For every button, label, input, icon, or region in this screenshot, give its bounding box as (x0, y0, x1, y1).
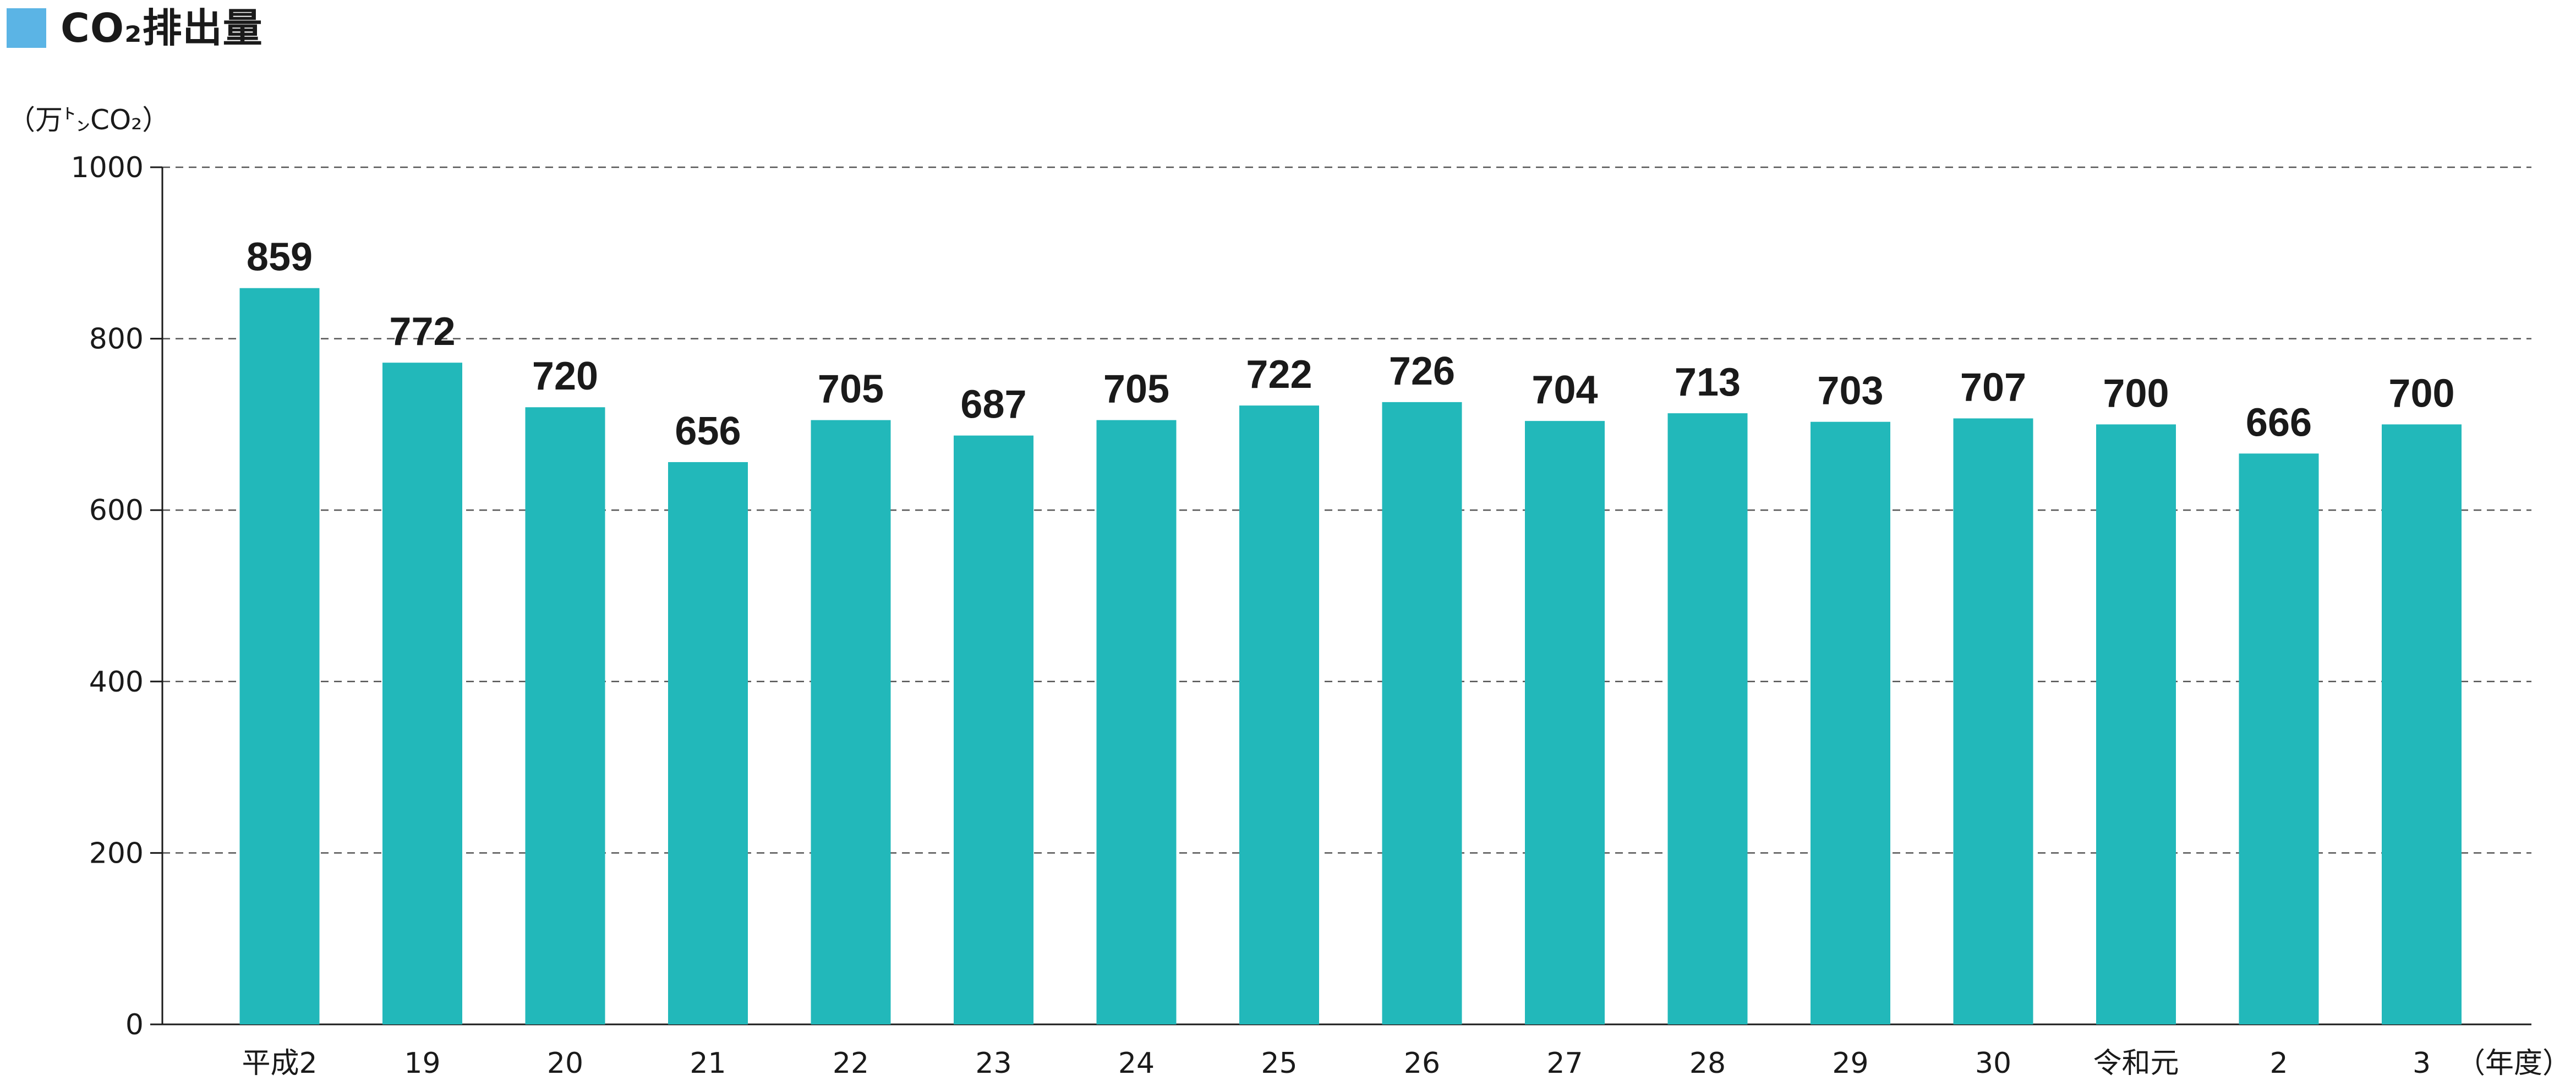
x-tick-label: 29 (1832, 1047, 1868, 1080)
data-label: 720 (532, 354, 598, 398)
x-tick-label: 令和元 (2093, 1047, 2179, 1080)
data-label: 666 (2246, 401, 2312, 445)
data-label: 726 (1389, 349, 1455, 393)
data-label: 705 (1103, 368, 1169, 412)
bar (2382, 424, 2462, 1024)
y-tick-label: 800 (89, 323, 144, 356)
bars (239, 288, 2462, 1025)
x-tick-label: 28 (1689, 1047, 1726, 1080)
bar (2096, 424, 2176, 1024)
x-tick-label: 平成2 (242, 1047, 317, 1080)
data-label: 656 (675, 409, 741, 453)
x-tick-label: 26 (1404, 1047, 1440, 1080)
bar (1953, 418, 2033, 1024)
bar (1239, 405, 1319, 1024)
data-label: 722 (1246, 353, 1312, 397)
y-axis-unit-label: （万㌧CO₂） (8, 104, 170, 136)
bar (2239, 453, 2319, 1024)
x-tick-label: 30 (1975, 1047, 2011, 1080)
x-tick-label: 19 (404, 1047, 440, 1080)
y-tick-label: 200 (89, 837, 144, 870)
bar (1811, 421, 1890, 1024)
x-tick-labels: 平成2 19 20 21 22 23 24 25 26 27 28 29 30 令和元 2 3 (242, 1047, 2431, 1080)
x-tick-label: 24 (1118, 1047, 1155, 1080)
x-tick-label: 25 (1261, 1047, 1297, 1080)
bar (1525, 421, 1605, 1025)
data-label: 700 (2103, 371, 2169, 415)
x-tick-label: 22 (833, 1047, 869, 1080)
x-tick-label: 2 (2269, 1047, 2288, 1080)
bar (239, 288, 320, 1024)
data-label: 713 (1675, 360, 1741, 404)
x-tick-label: 27 (1546, 1047, 1583, 1080)
x-tick-label: 21 (690, 1047, 726, 1080)
y-tick-label: 600 (89, 494, 144, 527)
bar (1382, 402, 1462, 1024)
bar (668, 462, 748, 1024)
data-label: 703 (1817, 369, 1883, 413)
x-axis-label: （年度） (2457, 1047, 2571, 1080)
bar (525, 407, 605, 1024)
bar (1096, 420, 1177, 1024)
x-tick-label: 23 (975, 1047, 1011, 1080)
y-tick-label: 1000 (71, 151, 144, 184)
data-label: 700 (2388, 371, 2454, 415)
bar (811, 420, 891, 1024)
data-label: 687 (960, 383, 1026, 427)
data-label: 704 (1532, 368, 1598, 412)
data-label: 859 (247, 235, 313, 279)
data-labels: 859 772 720 656 705 687 705 722 726 704 713 703 707 7… (247, 235, 2455, 453)
title-swatch (7, 8, 46, 48)
data-label: 705 (818, 368, 884, 412)
bar (954, 435, 1033, 1024)
data-label: 772 (389, 310, 455, 354)
gridlines (162, 166, 2531, 854)
y-tick-label: 0 (125, 1008, 144, 1041)
chart-title-block: CO₂排出量 (7, 3, 263, 53)
x-tick-label: 20 (547, 1047, 583, 1080)
bar (382, 363, 462, 1024)
bar (1667, 413, 1748, 1024)
y-tick-labels: 0 200 400 600 800 1000 (71, 151, 144, 1041)
data-label: 707 (1960, 365, 2026, 409)
x-tick-label: 3 (2413, 1047, 2431, 1080)
chart-title: CO₂排出量 (61, 5, 263, 51)
y-tick-label: 400 (89, 666, 144, 699)
